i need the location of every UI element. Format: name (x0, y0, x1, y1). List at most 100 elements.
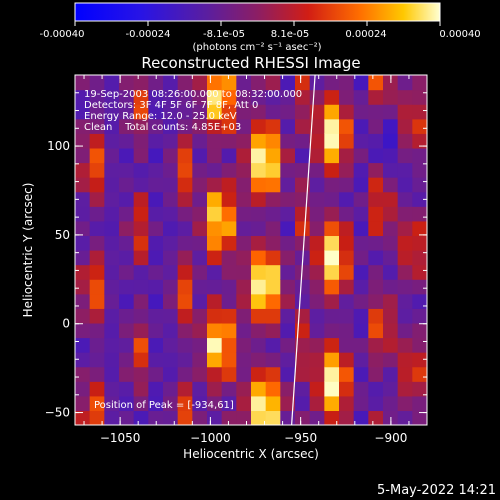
heatmap-cell (295, 177, 311, 193)
heatmap-cell (383, 104, 399, 120)
heatmap-cell (104, 206, 120, 222)
heatmap-cell (397, 235, 413, 251)
heatmap-cell (280, 75, 296, 91)
heatmap-cell (412, 147, 427, 164)
info-time-range: 19-Sep-2003 08:26:00.000 to 08:32:00.000 (84, 89, 302, 100)
heatmap-cell (177, 366, 193, 382)
heatmap-cell (75, 366, 91, 382)
heatmap-cell (412, 322, 427, 339)
heatmap-cell (207, 191, 223, 207)
heatmap-cell (192, 89, 208, 105)
heatmap-cell (148, 177, 164, 193)
heatmap-cell (280, 220, 296, 237)
heatmap-cell (368, 410, 384, 425)
heatmap-cell (75, 206, 91, 222)
colorbar-tick-label: -0.00040 (40, 29, 85, 40)
heatmap-cell (89, 191, 105, 207)
heatmap-cell (148, 104, 164, 120)
heatmap-cell (353, 220, 369, 237)
heatmap-cell (75, 381, 91, 397)
peak-position-label: Position of Peak = [-934,61] (94, 400, 234, 411)
heatmap-cell (309, 220, 325, 237)
heatmap-cell (280, 308, 296, 324)
heatmap-cell (339, 235, 355, 251)
heatmap-cell (148, 293, 164, 309)
heatmap-cell (309, 381, 325, 397)
heatmap-cell (412, 308, 427, 324)
heatmap-cell (265, 366, 281, 382)
heatmap-cell (324, 177, 340, 193)
heatmap-cell (104, 322, 120, 339)
heatmap-cell (119, 177, 135, 193)
heatmap-cell (207, 147, 223, 164)
heatmap-cell (163, 293, 179, 309)
heatmap-cell (265, 147, 281, 164)
x-tick-label: −1050 (100, 431, 141, 445)
heatmap-cell (119, 279, 135, 295)
heatmap-cell (104, 264, 120, 280)
heatmap-cell (133, 352, 149, 368)
heatmap-cell (265, 337, 281, 353)
heatmap-cell (119, 264, 135, 280)
heatmap-cell (148, 337, 164, 353)
heatmap-cell (309, 133, 325, 149)
heatmap-cell (353, 352, 369, 368)
heatmap-cell (383, 147, 399, 164)
heatmap-cell (339, 264, 355, 280)
heatmap-cell (163, 89, 179, 105)
heatmap-cell (207, 352, 223, 368)
heatmap-cell (75, 308, 91, 324)
heatmap-cell (353, 250, 369, 266)
heatmap-cell (148, 133, 164, 149)
heatmap-cell (221, 381, 237, 397)
heatmap-cell (280, 162, 296, 178)
heatmap-cell (339, 177, 355, 193)
heatmap-cell (324, 395, 340, 412)
heatmap-cell (280, 337, 296, 353)
heatmap-cell (368, 133, 384, 149)
heatmap-cell (236, 162, 252, 178)
heatmap-cell (236, 177, 252, 193)
heatmap-cell (148, 250, 164, 266)
heatmap-cell (251, 133, 267, 149)
heatmap-cell (177, 250, 193, 266)
heatmap-cell (207, 235, 223, 251)
heatmap-cell (177, 308, 193, 324)
heatmap-cell (104, 352, 120, 368)
heatmap-cell (339, 366, 355, 382)
heatmap-cell (207, 322, 223, 339)
heatmap-cell (339, 104, 355, 120)
heatmap-cell (324, 133, 340, 149)
heatmap-cell (397, 293, 413, 309)
colorbar-tick-label: 0.00024 (345, 29, 386, 40)
heatmap-cell (133, 279, 149, 295)
heatmap-cell (75, 395, 91, 412)
y-tick-label: 100 (47, 139, 70, 153)
heatmap-cell (309, 322, 325, 339)
heatmap-cell (75, 147, 91, 164)
heatmap-cell (192, 250, 208, 266)
heatmap-cell (207, 337, 223, 353)
heatmap-cell (309, 264, 325, 280)
heatmap-cell (280, 133, 296, 149)
heatmap-cell (119, 308, 135, 324)
heatmap-cell (133, 177, 149, 193)
heatmap-cell (163, 75, 179, 91)
heatmap-cell (236, 366, 252, 382)
heatmap-cell (339, 352, 355, 368)
heatmap-cell (295, 235, 311, 251)
heatmap-cell (192, 366, 208, 382)
colorbar-tick-label: 0.00040 (439, 29, 480, 40)
heatmap-cell (251, 235, 267, 251)
heatmap-cell (177, 293, 193, 309)
heatmap-cell (265, 177, 281, 193)
heatmap-cell (368, 220, 384, 237)
heatmap-cell (89, 118, 105, 134)
heatmap-cell (324, 75, 340, 91)
heatmap-cell (251, 322, 267, 339)
heatmap-cell (89, 293, 105, 309)
heatmap-cell (119, 133, 135, 149)
heatmap-cell (324, 147, 340, 164)
heatmap-cell (353, 322, 369, 339)
heatmap-cell (177, 381, 193, 397)
